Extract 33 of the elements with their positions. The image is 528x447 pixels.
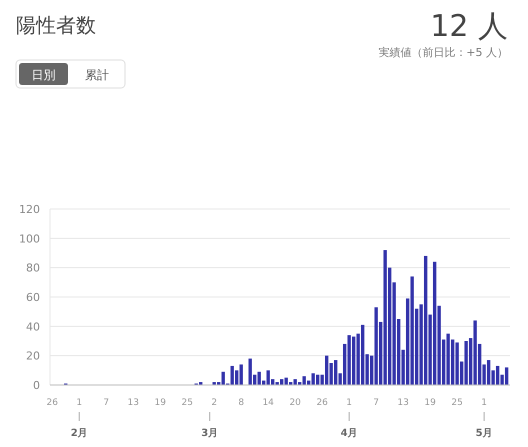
annotation: 3月 [201, 428, 218, 439]
x-tick-label: 2 [211, 398, 218, 408]
x-tick-label: 7 [103, 398, 110, 408]
x-tick-label: 20 [289, 398, 302, 408]
annotation: 2月 [70, 428, 88, 439]
x-tick-label: 25 [181, 398, 193, 408]
y-tick-label: 60 [26, 291, 40, 304]
y-tick-label: 120 [19, 203, 40, 216]
y-tick-label: 20 [26, 350, 40, 363]
x-tick-label: 26 [316, 398, 328, 408]
x-tick-label: 1 [76, 398, 82, 408]
toggle: 日別 累計 [16, 60, 126, 88]
y-tick-label: 40 [26, 320, 40, 334]
x-tick-label: 1 [481, 398, 487, 408]
x-tick-label: 14 [262, 398, 274, 408]
chart-subtitle: 実績値（前日比：+5 人） [378, 46, 508, 59]
y-tick-label: 80 [26, 262, 40, 275]
y-tick-label: 0 [33, 379, 40, 392]
x-tick-label: 8 [238, 398, 244, 408]
x-tick-label: 13 [397, 398, 409, 408]
chart-title: 陽性者数 [16, 13, 96, 37]
x-tick-label: 19 [154, 398, 166, 408]
annotation: 4月 [340, 428, 358, 439]
x-tick-label: 25 [451, 398, 463, 408]
x-tick-label: 19 [424, 398, 436, 408]
x-tick-label: 26 [46, 398, 58, 408]
x-tick-label: 13 [128, 398, 139, 408]
x-tick-label: 7 [373, 398, 380, 408]
y-tick-label: 100 [19, 232, 40, 246]
x-tick-label: 1 [346, 398, 352, 408]
annotation: 5月 [476, 428, 493, 439]
bar [504, 367, 508, 385]
text: 12 人 [430, 9, 508, 44]
